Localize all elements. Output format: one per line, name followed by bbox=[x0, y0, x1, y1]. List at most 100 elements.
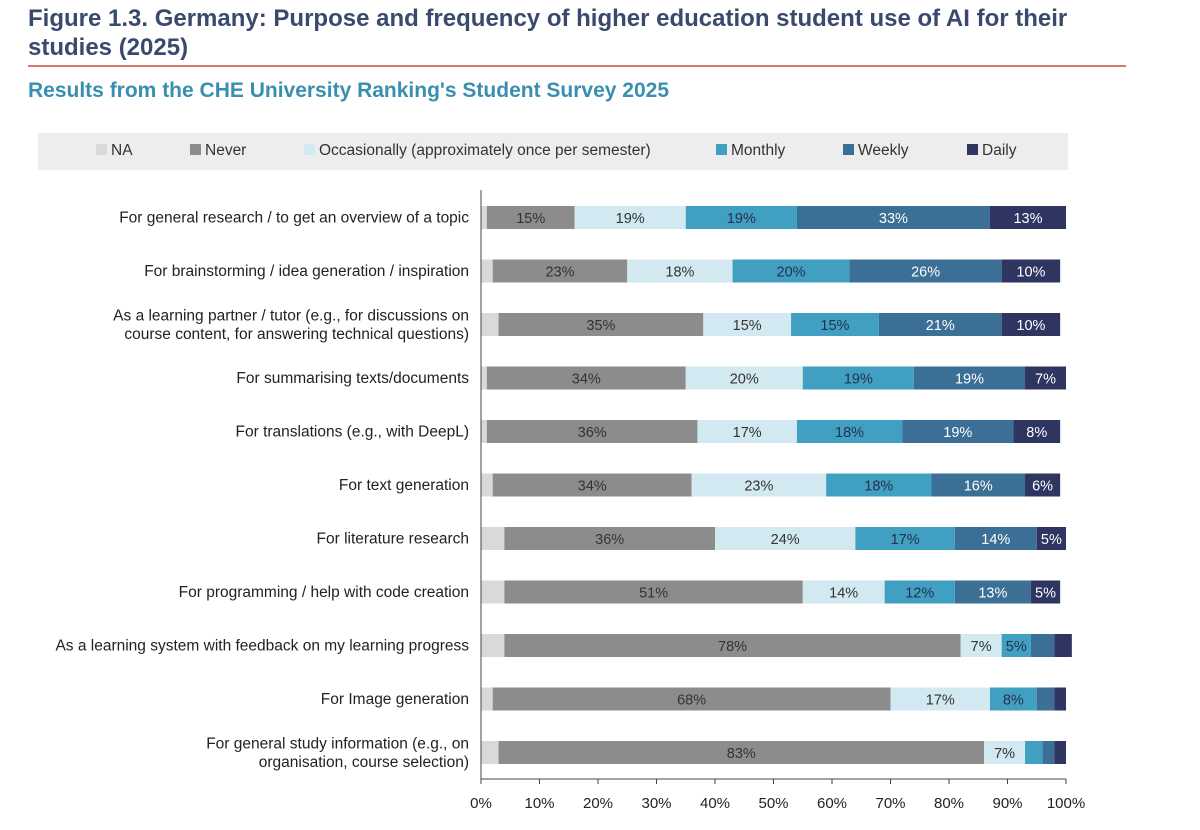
legend-item-occasionally: Occasionally (approximately once per sem… bbox=[304, 142, 651, 162]
legend-item-never: Never bbox=[190, 142, 246, 162]
bar-segment-never bbox=[504, 580, 803, 604]
bar-segment-weekly bbox=[1030, 634, 1055, 657]
x-tick-label: 100% bbox=[1047, 795, 1085, 812]
x-tick-label: 90% bbox=[992, 795, 1022, 812]
bar-segment-monthly bbox=[884, 580, 955, 604]
legend-item-weekly: Weekly bbox=[843, 142, 909, 162]
bar-segment-never bbox=[492, 473, 692, 497]
data-label: 7% bbox=[1035, 372, 1056, 388]
data-label: 14% bbox=[981, 532, 1010, 548]
data-label: 19% bbox=[844, 372, 873, 388]
bar-segment-daily bbox=[1054, 687, 1066, 711]
data-label: 19% bbox=[616, 211, 645, 227]
data-label: 34% bbox=[578, 479, 607, 495]
bar-segment-never bbox=[486, 206, 575, 229]
bar-segment-never bbox=[504, 527, 715, 550]
bar-segment-weekly bbox=[954, 580, 1031, 604]
legend-swatch-weekly bbox=[843, 144, 854, 155]
data-label: 34% bbox=[572, 372, 601, 388]
bar-segment-daily bbox=[989, 206, 1066, 229]
data-label: 26% bbox=[911, 265, 940, 281]
bar-segment-monthly bbox=[826, 473, 932, 497]
bar-segment-weekly bbox=[931, 473, 1026, 497]
legend-swatch-na bbox=[96, 144, 107, 155]
data-label: 20% bbox=[730, 372, 759, 388]
bar-segment-monthly bbox=[685, 206, 797, 229]
category-label: For general research / to get an overvie… bbox=[119, 210, 469, 227]
bar-segment-na bbox=[481, 313, 499, 336]
x-tick-label: 80% bbox=[934, 795, 964, 812]
bar-segment-monthly bbox=[796, 420, 903, 443]
bar-segment-monthly bbox=[791, 313, 879, 336]
data-label: 19% bbox=[943, 425, 972, 441]
category-label: For translations (e.g., with DeepL) bbox=[236, 424, 469, 441]
x-tick-label: 30% bbox=[641, 795, 671, 812]
figure-subtitle: Results from the CHE University Ranking'… bbox=[28, 79, 670, 102]
bar-segment-weekly bbox=[902, 420, 1014, 443]
data-label: 18% bbox=[665, 265, 694, 281]
figure-title: Figure 1.3. Germany: Purpose and frequen… bbox=[28, 5, 1068, 61]
data-label: 35% bbox=[586, 318, 615, 334]
bar-segment-occasionally bbox=[685, 366, 803, 390]
bar-segment-monthly bbox=[989, 687, 1037, 711]
bar-segment-monthly bbox=[1025, 741, 1043, 764]
bar-segment-weekly bbox=[796, 206, 990, 229]
data-label: 20% bbox=[777, 265, 806, 281]
bar-segment-weekly bbox=[849, 259, 1002, 283]
bar-segment-na bbox=[481, 634, 505, 657]
bar-segment-na bbox=[481, 259, 493, 283]
x-tick-label: 70% bbox=[875, 795, 905, 812]
data-label: 6% bbox=[1032, 479, 1053, 495]
x-tick-label: 50% bbox=[758, 795, 788, 812]
data-label: 8% bbox=[1003, 693, 1024, 709]
bar-segment-never bbox=[486, 420, 698, 443]
data-label: 17% bbox=[926, 693, 955, 709]
data-label: 83% bbox=[727, 746, 756, 762]
bar-segment-daily bbox=[1036, 527, 1066, 550]
data-label: 16% bbox=[964, 479, 993, 495]
bar-segment-daily bbox=[1054, 741, 1066, 764]
data-label: 14% bbox=[829, 586, 858, 602]
category-label: As a learning partner / tutor (e.g., for… bbox=[113, 307, 469, 343]
data-label: 23% bbox=[744, 479, 773, 495]
data-label: 18% bbox=[835, 425, 864, 441]
data-label: 15% bbox=[820, 318, 849, 334]
chart-legend: NA Never Occasionally (approximately onc… bbox=[38, 133, 1068, 170]
x-tick-label: 40% bbox=[700, 795, 730, 812]
data-label: 18% bbox=[864, 479, 893, 495]
x-tick-label: 0% bbox=[470, 795, 492, 812]
bar-segment-occasionally bbox=[697, 420, 797, 443]
bar-segment-na bbox=[481, 206, 487, 229]
bar-segment-occasionally bbox=[574, 206, 686, 229]
data-label: 36% bbox=[595, 532, 624, 548]
x-tick-label: 20% bbox=[583, 795, 613, 812]
legend-swatch-occasionally bbox=[304, 144, 315, 155]
bar-segment-occasionally bbox=[703, 313, 792, 336]
data-label: 7% bbox=[994, 746, 1015, 762]
bar-segment-occasionally bbox=[627, 259, 733, 283]
category-label: As a learning system with feedback on my… bbox=[55, 638, 469, 655]
data-label: 7% bbox=[971, 639, 992, 655]
data-label: 36% bbox=[578, 425, 607, 441]
data-label: 5% bbox=[1041, 532, 1062, 548]
bar-segment-monthly bbox=[732, 259, 850, 283]
bar-segment-never bbox=[492, 259, 628, 283]
bar-segment-occasionally bbox=[715, 527, 856, 550]
category-label: For programming / help with code creatio… bbox=[179, 584, 469, 601]
legend-label-occasionally: Occasionally (approximately once per sem… bbox=[319, 142, 651, 159]
bar-segment-na bbox=[481, 580, 505, 604]
data-label: 17% bbox=[733, 425, 762, 441]
bar-segment-never bbox=[486, 366, 686, 390]
data-label: 5% bbox=[1035, 586, 1056, 602]
bar-segment-monthly bbox=[802, 366, 914, 390]
bar-segment-na bbox=[481, 420, 487, 443]
data-label: 24% bbox=[771, 532, 800, 548]
legend-item-na: NA bbox=[96, 142, 133, 162]
data-label: 5% bbox=[1006, 639, 1027, 655]
x-tick-label: 10% bbox=[524, 795, 554, 812]
bar-segment-occasionally bbox=[960, 634, 1002, 657]
bar-segment-never bbox=[504, 634, 961, 657]
data-label: 13% bbox=[978, 586, 1007, 602]
bar-segment-occasionally bbox=[890, 687, 990, 711]
data-label: 78% bbox=[718, 639, 747, 655]
